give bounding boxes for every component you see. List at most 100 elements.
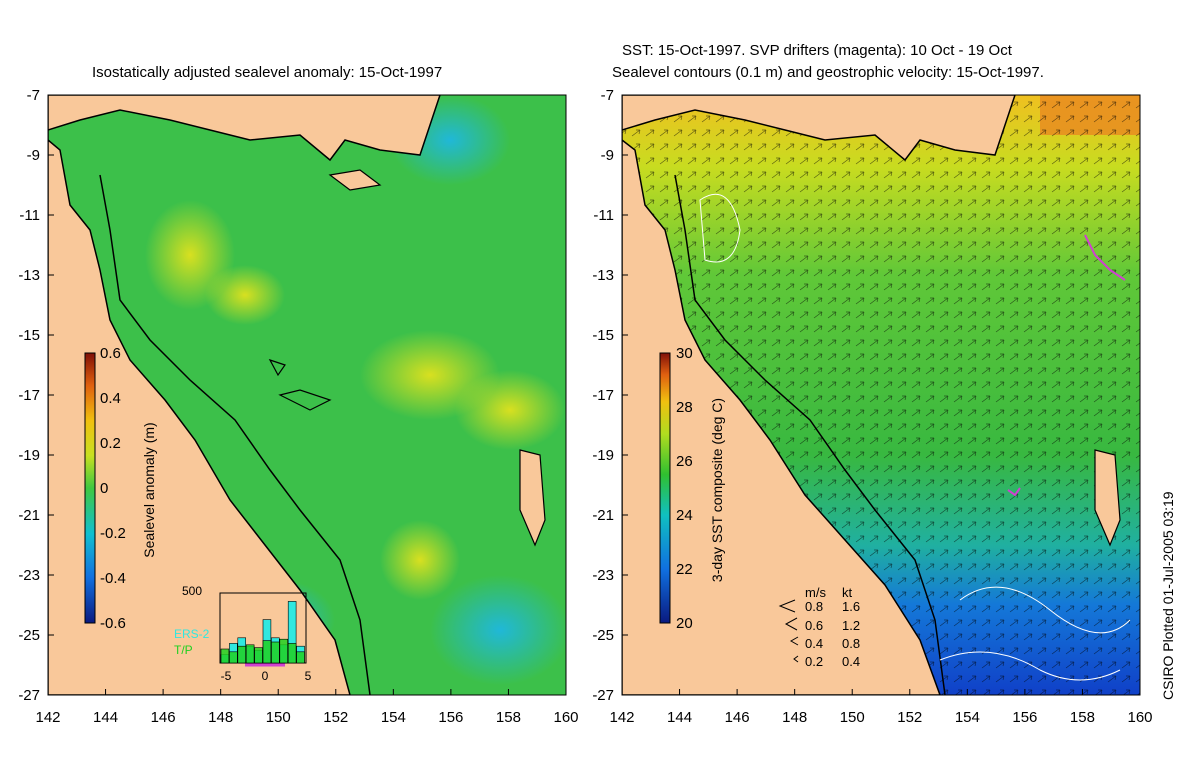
histogram-xtick: -5 (221, 669, 232, 683)
sst-colorbar (659, 352, 671, 624)
y-tick-label: -7 (27, 87, 40, 104)
y-tick-label: -21 (592, 507, 614, 524)
x-tick-label: 150 (266, 709, 291, 726)
histogram-bar-tp (279, 638, 288, 664)
x-tick-label: 152 (897, 709, 922, 726)
sealevel-contour (959, 586, 1131, 634)
x-tick-label: 144 (93, 709, 118, 726)
histogram-bar-tp (296, 651, 305, 664)
x-tick-label: 142 (609, 709, 634, 726)
histogram-bar-tp (220, 648, 230, 664)
y-tick-label: -21 (18, 507, 40, 524)
y-tick-label: -9 (27, 147, 40, 164)
high-anomaly-region (205, 265, 285, 325)
legend-kt: 1.2 (842, 618, 860, 633)
australia-land (48, 95, 351, 695)
x-tick-label: 148 (208, 709, 233, 726)
x-tick-label: 160 (1127, 709, 1152, 726)
new-caledonia-land (1094, 449, 1121, 547)
credit-text: CSIRO Plotted 01-Jul-2005 03:19 (1160, 491, 1176, 700)
colorbar-tick-label: -0.2 (100, 525, 126, 542)
colorbar-tick-label: 0 (100, 480, 108, 497)
colorbar-tick-label: 22 (676, 561, 693, 578)
velocity-legend: m/s kt 0.8 1.6 0.6 1.2 0.4 0.8 0.2 0.4 (778, 585, 860, 669)
png-land (622, 95, 1016, 162)
y-tick-label: -27 (18, 687, 40, 704)
histogram-bar-tp (271, 641, 280, 664)
colorbar-tick-label: 26 (676, 453, 693, 470)
australia-land (622, 95, 941, 695)
y-tick-label: -27 (592, 687, 614, 704)
x-tick-label: 148 (782, 709, 807, 726)
colorbar-tick-label: 0.6 (100, 345, 121, 362)
histogram-bar-tp (245, 644, 255, 664)
y-tick-label: -15 (18, 327, 40, 344)
vector-icon (793, 655, 799, 663)
vector-icon (789, 636, 799, 646)
left-title: Isostatically adjusted sealevel anomaly:… (92, 64, 443, 81)
histogram-bar-tp (254, 647, 263, 664)
y-tick-label: -17 (18, 387, 40, 404)
sealevel-contour (939, 651, 1121, 681)
colorbar-tick-label: 20 (676, 615, 693, 632)
sst-colorbar-label: 3-day SST composite (deg C) (709, 398, 725, 582)
y-tick-label: -11 (19, 207, 40, 224)
y-tick-label: -11 (593, 207, 614, 224)
x-tick-label: 160 (553, 709, 578, 726)
drifter-track (1084, 234, 1126, 281)
high-anomaly-region (380, 520, 460, 600)
histogram-bar-tp (229, 651, 238, 664)
shelf-contour (99, 174, 371, 695)
colorbar-tick-label: 28 (676, 399, 693, 416)
right-title-line1: SST: 15-Oct-1997. SVP drifters (magenta)… (622, 42, 1012, 59)
colorbar-tick-label: 30 (676, 345, 693, 362)
high-anomaly-region (455, 370, 565, 450)
y-tick-label: -19 (592, 447, 614, 464)
colorbar-tick-label: 0.4 (100, 390, 121, 407)
colorbar-tick-label: -0.6 (100, 615, 126, 632)
x-tick-label: 156 (1012, 709, 1037, 726)
legend-kt: 1.6 (842, 599, 860, 614)
png-land (48, 95, 441, 162)
legend-tp: T/P (174, 643, 193, 657)
y-tick-label: -23 (18, 567, 40, 584)
y-tick-label: -25 (592, 627, 614, 644)
x-tick-label: 142 (35, 709, 60, 726)
legend-header-ms: m/s (805, 585, 826, 600)
y-tick-label: -15 (592, 327, 614, 344)
y-tick-label: -7 (601, 87, 614, 104)
low-anomaly-region (430, 575, 566, 685)
track-histogram: 500 ERS-2 T/P -5 0 5 (174, 584, 312, 683)
colorbar-tick-label: -0.4 (100, 570, 126, 587)
legend-ms: 0.2 (805, 654, 823, 669)
legend-kt: 0.8 (842, 636, 860, 651)
histogram-bar-tp (287, 643, 297, 664)
legend-kt: 0.4 (842, 654, 860, 669)
vector-icon (784, 617, 798, 631)
histogram-xtick: 0 (262, 669, 269, 683)
x-tick-label: 146 (725, 709, 750, 726)
drifter-track (1007, 487, 1021, 497)
x-tick-label: 158 (496, 709, 521, 726)
x-tick-label: 158 (1070, 709, 1095, 726)
colorbar-tick-label: 0.2 (100, 435, 121, 452)
x-tick-label: 154 (381, 709, 406, 726)
sla-map (48, 95, 566, 695)
axis-labels: -7 -9 -11 -13 -15 -17 -19 -21 -23 -25 -27 142 144 146… (18, 87, 1152, 726)
x-tick-label: 144 (667, 709, 692, 726)
legend-ers2: ERS-2 (174, 627, 210, 641)
legend-header-kt: kt (842, 585, 853, 600)
new-caledonia-land (519, 449, 546, 547)
x-tick-label: 152 (323, 709, 348, 726)
reef-outline (268, 358, 332, 411)
island (328, 169, 382, 191)
sla-colorbar-label: Sealevel anomaly (m) (141, 422, 157, 557)
histogram-bar-tp (262, 640, 272, 664)
sealevel-contour (699, 193, 741, 263)
sst-map (622, 95, 1140, 695)
x-tick-label: 154 (955, 709, 980, 726)
shelf-contour (674, 174, 946, 695)
colorbar-tick-label: 24 (676, 507, 693, 524)
y-tick-label: -9 (601, 147, 614, 164)
